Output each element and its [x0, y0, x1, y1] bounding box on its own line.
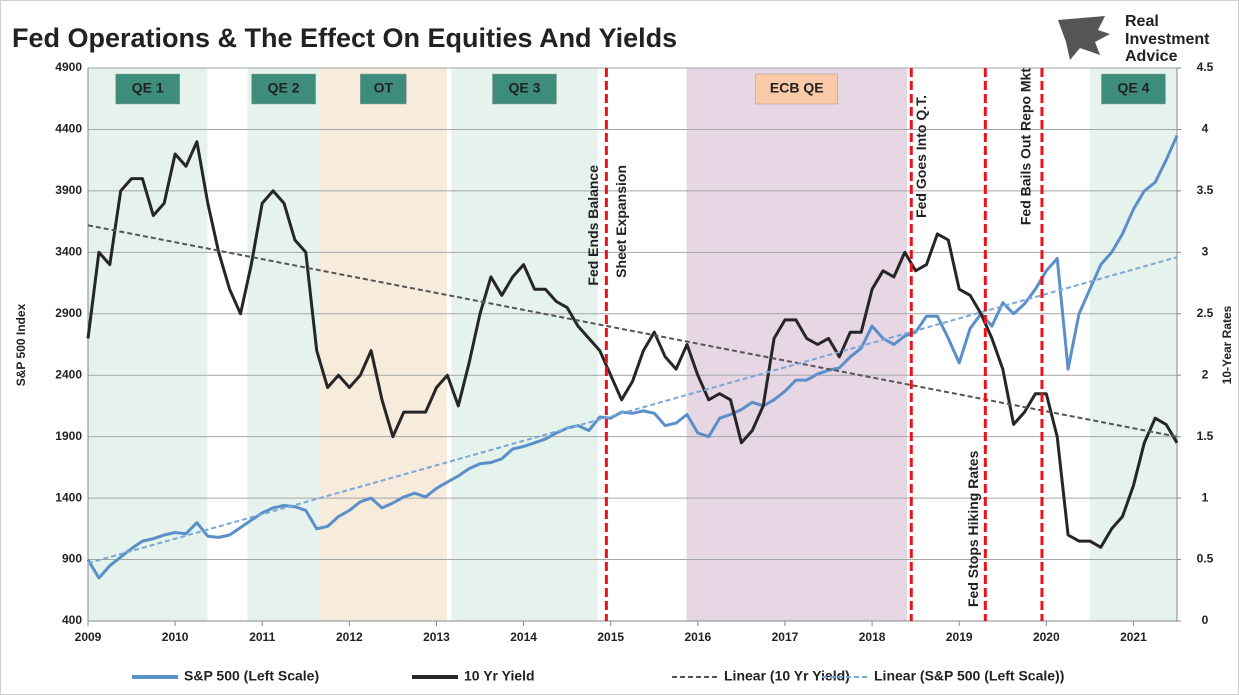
region-label: QE 4	[1117, 80, 1149, 96]
y2-tick-label: 3.5	[1197, 183, 1214, 197]
region-label-box	[115, 73, 180, 105]
event-label: Sheet Expansion	[613, 165, 629, 278]
event-label: Fed Ends Balance	[585, 165, 601, 286]
event-label: Fed Goes Into Q.T.	[913, 95, 929, 218]
y2-tick-label: 2	[1202, 367, 1209, 381]
x-tick-label: 2021	[1120, 630, 1147, 644]
legend-label: Linear (S&P 500 (Left Scale))	[874, 668, 1064, 684]
event-label: Fed Bails Out Repo Mkt	[1018, 68, 1034, 225]
logo-text: Advice	[1125, 48, 1178, 65]
trend-line	[87, 256, 1178, 565]
x-tick-label: 2014	[510, 630, 537, 644]
y2-tick-label: 0.5	[1197, 552, 1214, 566]
y2-tick-label: 4.5	[1197, 60, 1214, 74]
y-tick-label: 3400	[55, 245, 82, 259]
y-tick-label: 900	[62, 552, 82, 566]
region-label: QE 3	[509, 80, 541, 96]
y-tick-label: 1900	[55, 429, 82, 443]
logo: Real Investment Advice	[1058, 13, 1210, 65]
region-label-box	[755, 73, 838, 105]
region-label-box	[251, 73, 316, 105]
event-label: Fed Stops Hiking Rates	[965, 450, 981, 607]
region-label: QE 1	[132, 80, 164, 96]
series-line	[86, 140, 1179, 549]
region	[451, 68, 598, 621]
legend-label: S&P 500 (Left Scale)	[184, 668, 319, 684]
y2-tick-label: 3	[1202, 245, 1209, 259]
x-tick-label: 2010	[162, 630, 189, 644]
x-tick-label: 2016	[684, 630, 711, 644]
region	[88, 68, 208, 621]
region-label: QE 2	[268, 80, 300, 96]
legend-label: Linear (10 Yr Yield)	[724, 668, 850, 684]
x-tick-label: 2018	[859, 630, 886, 644]
region	[319, 68, 447, 621]
chart-title: Fed Operations & The Effect On Equities …	[12, 23, 677, 53]
region	[1089, 68, 1177, 621]
y2-tick-label: 2.5	[1197, 306, 1214, 320]
series-line	[86, 134, 1179, 580]
y-tick-label: 1400	[55, 490, 82, 504]
y2-tick-label: 0	[1202, 613, 1209, 627]
x-tick-label: 2019	[946, 630, 973, 644]
y-tick-label: 4400	[55, 122, 82, 136]
x-tick-label: 2011	[249, 630, 275, 644]
x-tick-label: 2017	[772, 630, 799, 644]
region-label-box	[360, 73, 407, 105]
y-axis-label: S&P 500 Index	[14, 303, 28, 386]
y-tick-label: 400	[62, 613, 82, 627]
y-tick-label: 2400	[55, 367, 82, 381]
y2-tick-label: 1	[1202, 490, 1209, 504]
trend-line	[87, 224, 1178, 438]
y-tick-label: 4900	[55, 60, 82, 74]
x-tick-label: 2009	[75, 630, 102, 644]
x-tick-label: 2020	[1033, 630, 1060, 644]
region-label-box	[492, 73, 557, 105]
region-label: ECB QE	[770, 80, 824, 96]
x-tick-label: 2015	[597, 630, 624, 644]
region-label: OT	[374, 80, 394, 96]
logo-mark	[1058, 16, 1110, 60]
x-tick-label: 2012	[336, 630, 363, 644]
region-label-box	[1101, 73, 1166, 105]
y2-tick-label: 4	[1202, 122, 1209, 136]
region	[247, 68, 320, 621]
y2-axis-label: 10-Year Rates	[1220, 305, 1234, 384]
region	[686, 68, 907, 621]
y-tick-label: 3900	[55, 183, 82, 197]
y-tick-label: 2900	[55, 306, 82, 320]
x-tick-label: 2013	[423, 630, 450, 644]
legend-label: 10 Yr Yield	[464, 668, 535, 684]
logo-text: Real	[1125, 13, 1159, 30]
logo-text: Investment	[1125, 31, 1210, 48]
y2-tick-label: 1.5	[1197, 429, 1214, 443]
